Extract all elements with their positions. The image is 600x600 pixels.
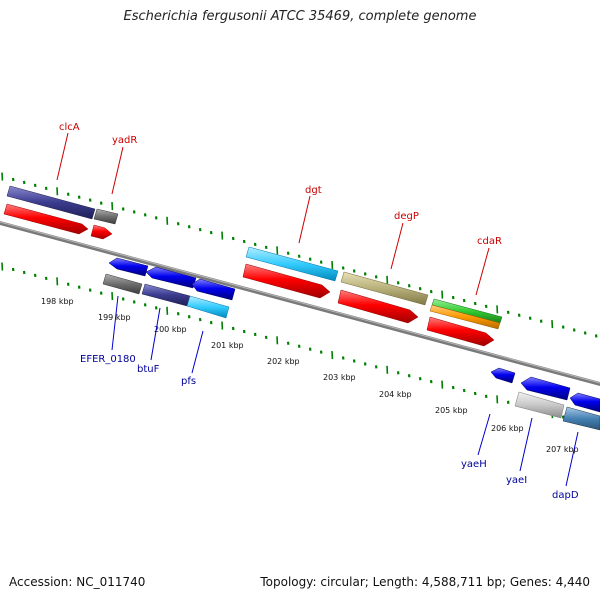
footer-summary: Topology: circular; Length: 4,588,711 bp… xyxy=(260,575,590,589)
gene-label-clcA[interactable]: clcA xyxy=(59,122,80,133)
gene-labels-below: EFER_0180 btuF pfs yaeH yaeI dapD xyxy=(80,295,579,501)
label-leader xyxy=(150,307,161,361)
cds-degP[interactable] xyxy=(337,289,419,324)
gene-clcA[interactable] xyxy=(6,185,96,220)
label-leader xyxy=(565,431,579,487)
gene-yadR[interactable] xyxy=(93,208,119,225)
scale-label: 206 kbp xyxy=(491,424,524,433)
gene-label-dapD[interactable]: dapD xyxy=(552,490,579,501)
cds-yadR[interactable] xyxy=(90,224,113,240)
scale-label: 205 kbp xyxy=(435,406,468,415)
cds-EFER_0180[interactable] xyxy=(108,257,149,277)
label-leader xyxy=(111,295,119,351)
cds-dapD[interactable] xyxy=(569,392,600,413)
label-leader xyxy=(475,247,490,296)
gene-label-yaeH[interactable]: yaeH xyxy=(461,459,487,470)
tick-track-above xyxy=(1,172,598,338)
cds-clcA[interactable] xyxy=(3,203,89,235)
cds-btuF[interactable] xyxy=(145,266,197,289)
scale-label: 203 kbp xyxy=(323,373,356,382)
scale-label: 202 kbp xyxy=(267,357,300,366)
tick-track-below xyxy=(1,262,598,428)
page-title: Escherichia fergusonii ATCC 35469, compl… xyxy=(123,9,477,24)
label-leader xyxy=(519,417,533,472)
gene-label-dgt[interactable]: dgt xyxy=(305,185,322,196)
gene-dgt[interactable] xyxy=(245,246,339,282)
gene-yaeH[interactable] xyxy=(514,391,565,419)
feature-track-top xyxy=(6,185,503,330)
gene-label-degP[interactable]: degP xyxy=(394,211,419,222)
label-leader xyxy=(298,195,311,244)
gene-pfs[interactable] xyxy=(186,295,230,319)
cds-yaeI[interactable] xyxy=(520,376,571,401)
label-leader xyxy=(56,132,69,181)
label-leader xyxy=(191,330,204,374)
footer-accession: Accession: NC_011740 xyxy=(9,575,146,589)
label-leader xyxy=(390,222,404,270)
gene-cdaR-product[interactable] xyxy=(429,304,501,330)
gene-label-btuF[interactable]: btuF xyxy=(137,364,160,375)
gene-yaeI[interactable] xyxy=(562,406,600,431)
cds-cdaR[interactable] xyxy=(426,316,495,347)
cds-dgt[interactable] xyxy=(242,263,331,299)
label-leader xyxy=(477,413,491,456)
gene-EFER_0180[interactable] xyxy=(102,273,143,295)
backbone-highlight xyxy=(0,221,600,384)
gene-labels-above: clcA yadR dgt degP cdaR xyxy=(56,122,502,296)
feature-track-bottom xyxy=(102,273,600,431)
label-leader xyxy=(111,146,124,195)
cds-pfs[interactable] xyxy=(191,278,236,301)
cds-track-reverse xyxy=(108,257,600,413)
scale-label: 207 kbp xyxy=(546,445,579,454)
scale-label: 204 kbp xyxy=(379,390,412,399)
gene-label-yaeI[interactable]: yaeI xyxy=(506,475,527,486)
scale-label: 201 kbp xyxy=(211,341,244,350)
scale-label: 198 kbp xyxy=(41,297,74,306)
gene-degP[interactable] xyxy=(340,271,429,306)
scale-label: 200 kbp xyxy=(154,325,187,334)
gene-btuF[interactable] xyxy=(141,283,191,307)
cds-track-forward xyxy=(3,203,495,347)
gene-label-pfs[interactable]: pfs xyxy=(181,376,196,387)
gene-label-EFER_0180[interactable]: EFER_0180 xyxy=(80,354,136,365)
gene-label-cdaR[interactable]: cdaR xyxy=(477,236,502,247)
scale-labels: 198 kbp 199 kbp 200 kbp 201 kbp 202 kbp … xyxy=(41,297,579,454)
cds-yaeH[interactable] xyxy=(490,367,516,384)
scale-label: 199 kbp xyxy=(98,313,131,322)
gene-label-yadR[interactable]: yadR xyxy=(112,135,137,146)
